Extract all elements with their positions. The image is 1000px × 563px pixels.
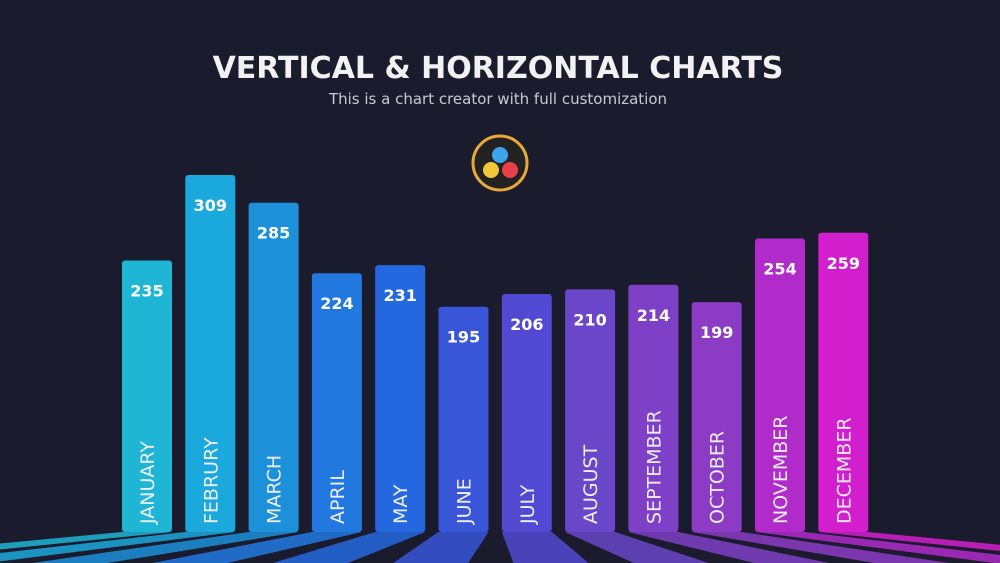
bar (501, 294, 552, 532)
value-label: 206 (510, 315, 543, 334)
bar (248, 202, 299, 532)
category-label: MAY (390, 484, 412, 524)
chart-subtitle: This is a chart creator with full custom… (328, 90, 667, 108)
floor-strip (152, 532, 362, 563)
bar (122, 260, 172, 532)
floor-strip (0, 532, 236, 562)
category-label: NOVEMBER (770, 416, 792, 524)
category-label: SEPTEMBER (643, 410, 665, 524)
value-label: 224 (320, 294, 353, 313)
category-label: FEBRURY (200, 437, 222, 524)
floor-strip (32, 532, 299, 563)
floor-strip (565, 532, 709, 563)
category-label: JANUARY (137, 441, 159, 525)
bar (311, 273, 362, 532)
value-label: 214 (637, 306, 670, 325)
floor-strip (755, 532, 1000, 563)
value-label: 254 (763, 260, 796, 279)
bar (818, 232, 869, 533)
category-label: JULY (517, 484, 539, 525)
logo (471, 134, 529, 192)
floor-strip (0, 532, 172, 550)
value-label: 259 (827, 254, 860, 273)
category-label: APRIL (327, 470, 349, 524)
floor-strip (272, 532, 426, 563)
bar (375, 265, 426, 532)
value-label: 309 (194, 196, 227, 215)
category-label: AUGUST (580, 444, 602, 524)
category-label: OCTOBER (707, 431, 729, 524)
value-label: 231 (383, 286, 416, 305)
bar (755, 238, 805, 532)
bar (691, 302, 742, 532)
chart-title: VERTICAL & HORIZONTAL CHARTS (213, 51, 784, 86)
category-label: DECEMBER (833, 417, 855, 524)
floor-strip (628, 532, 829, 563)
floor-strip (393, 532, 489, 563)
value-label: 285 (257, 224, 290, 243)
value-label: 199 (700, 323, 733, 342)
floor-strip (818, 532, 1000, 551)
value-label: 195 (447, 328, 480, 347)
bar (185, 175, 236, 532)
bar (628, 284, 679, 532)
value-label: 235 (130, 281, 163, 300)
floor-strip (501, 532, 589, 563)
value-label: 210 (573, 310, 606, 329)
category-label: MARCH (264, 455, 286, 524)
bar (565, 289, 616, 532)
category-label: JUNE (454, 478, 476, 525)
bar (438, 306, 489, 532)
floor-strip (691, 532, 950, 563)
